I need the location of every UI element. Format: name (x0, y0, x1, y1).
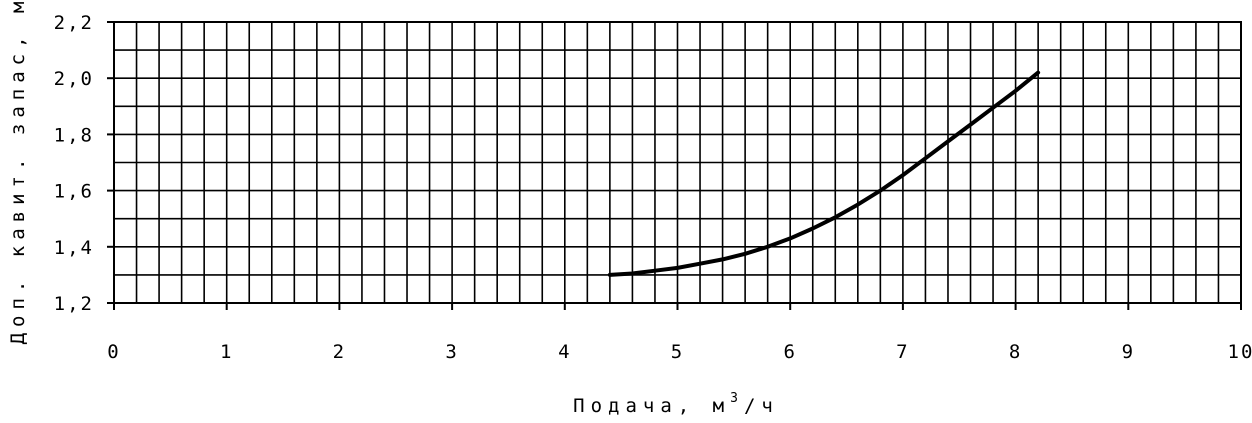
x-tick-label: 2 (333, 341, 346, 363)
x-axis-title-sup: 3 (730, 391, 744, 406)
y-tick-label: 2,0 (54, 68, 94, 90)
x-tick-label: 9 (1122, 341, 1135, 363)
y-tick-label: 1,8 (54, 124, 94, 146)
chart-grid (114, 22, 1241, 303)
x-tick-label: 7 (896, 341, 909, 363)
y-tick-label: 1,6 (54, 181, 94, 203)
x-tick-label: 3 (445, 341, 458, 363)
x-tick-label: 8 (1009, 341, 1022, 363)
y-tick-label: 2,2 (54, 12, 94, 34)
series-line (607, 70, 1041, 277)
y-tick-label: 1,4 (54, 237, 94, 259)
x-tick-label: 4 (558, 341, 571, 363)
x-tick-label: 10 (1228, 341, 1252, 363)
x-tick-labels: 0 1 2 3 4 5 6 7 8 9 10 (107, 341, 1252, 363)
x-tick-label: 0 (107, 341, 120, 363)
x-axis-title-main: Подача, м (573, 395, 730, 417)
chart-axes (107, 21, 1242, 310)
x-axis-title: Подача, м3/ч (573, 391, 779, 417)
x-tick-label: 6 (783, 341, 796, 363)
x-tick-label: 1 (220, 341, 233, 363)
chart-series (607, 70, 1041, 277)
y-tick-labels: 1,2 1,4 1,6 1,8 2,0 2,2 (54, 12, 94, 315)
y-axis-title: Доп. кавит. запас, м (7, 0, 29, 344)
y-tick-label: 1,2 (54, 293, 94, 315)
x-tick-label: 5 (671, 341, 684, 363)
x-axis-title-suffix: /ч (744, 395, 779, 417)
